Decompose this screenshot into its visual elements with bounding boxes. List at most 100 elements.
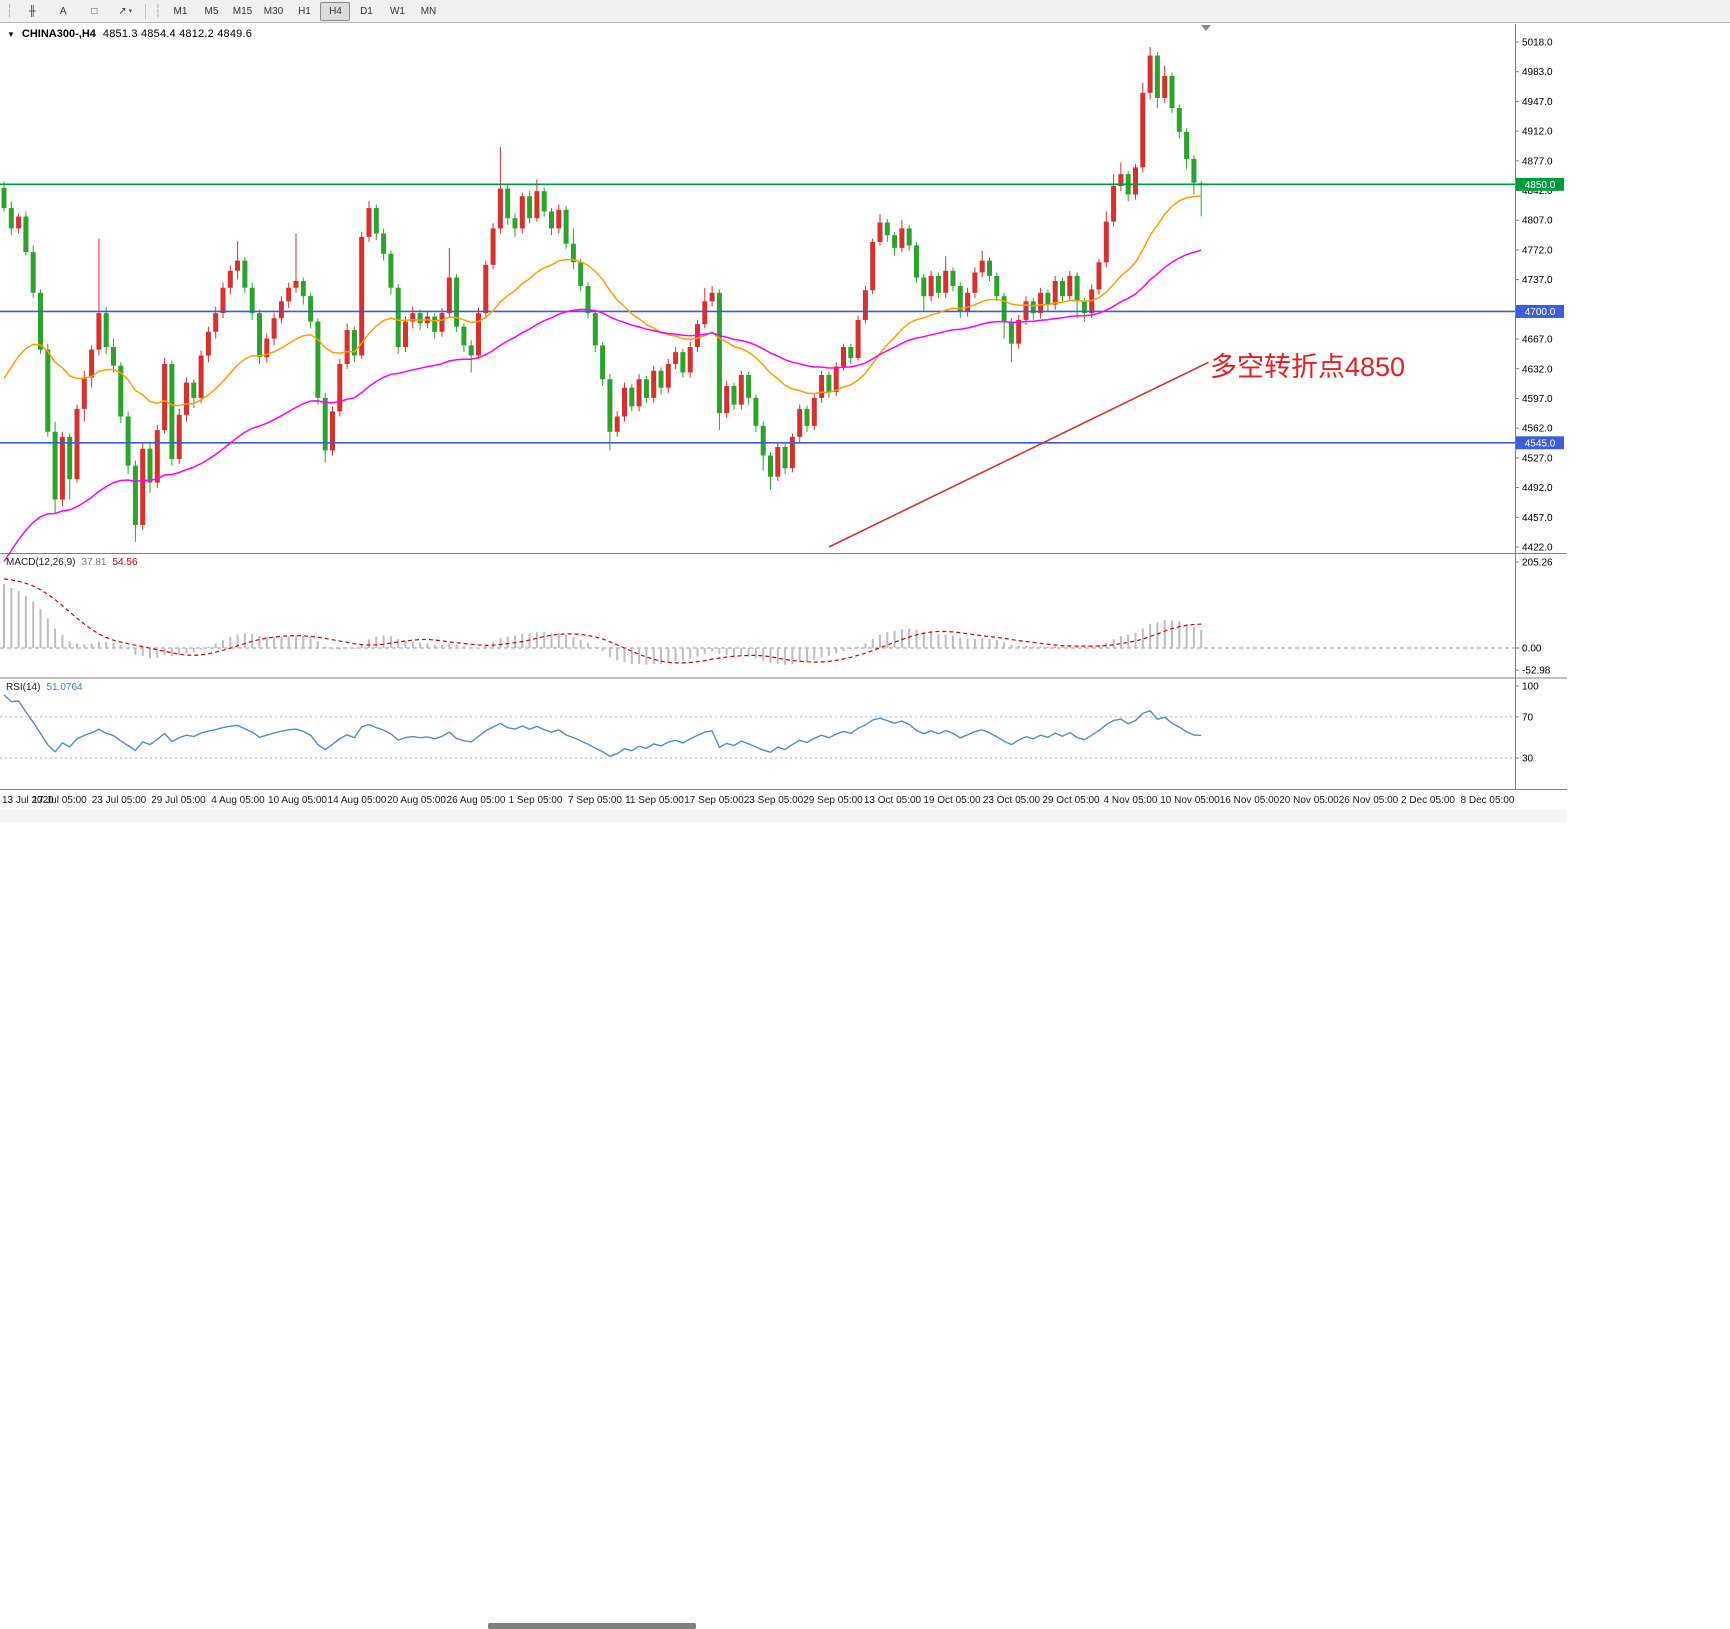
svg-text:4457.0: 4457.0 [1522,513,1553,524]
svg-text:16 Nov 05:00: 16 Nov 05:00 [1220,795,1280,806]
svg-text:26 Aug 05:00: 26 Aug 05:00 [447,795,506,806]
svg-text:29 Sep 05:00: 29 Sep 05:00 [803,795,863,806]
shape-tool-icon[interactable]: □ [91,5,98,17]
ma-fast-line [3,194,1202,407]
svg-text:100: 100 [1522,682,1539,693]
svg-text:17 Sep 05:00: 17 Sep 05:00 [684,795,744,806]
macd-main-value: 37.81 [81,557,107,568]
svg-text:4850.0: 4850.0 [1525,180,1556,191]
chart-annotation-text[interactable]: 多空转折点4850 [1210,352,1406,382]
chart-legend: ▼ CHINA300-,H4 4851.3 4854.4 4812.2 4849… [7,28,252,40]
timeframe-button-m1[interactable]: M1 [173,5,188,17]
price-badge-4850: 4850.0 [1516,177,1564,191]
toolbar-separator [145,3,147,19]
svg-text:205.26: 205.26 [1522,558,1553,569]
candles-layer [1,47,1204,542]
rsi-panel: 100 70 30 [0,682,1539,765]
ohlc-values-label: 4851.3 4854.4 4812.2 4849.6 [102,28,253,40]
timeframe-button-mn[interactable]: MN [420,5,437,17]
svg-text:2 Dec 05:00: 2 Dec 05:00 [1401,795,1455,806]
svg-text:4912.0: 4912.0 [1522,127,1553,138]
macd-indicator-label: MACD(12,26,9) 37.81 54.56 [6,557,138,568]
svg-text:14 Aug 05:00: 14 Aug 05:00 [328,795,387,806]
text-annotation-icon[interactable]: A [59,5,67,17]
symbol-dropdown-icon[interactable]: ▼ [7,29,15,39]
price-badge-4545: 4545.0 [1516,436,1564,450]
svg-text:-52.98: -52.98 [1522,666,1551,677]
macd-panel: 205.26 0.00 -52.98 [0,558,1553,677]
svg-text:4877.0: 4877.0 [1522,156,1553,167]
svg-text:4807.0: 4807.0 [1522,216,1553,227]
horizontal-scrollbar[interactable] [0,810,1567,1629]
svg-text:4700.0: 4700.0 [1525,307,1556,318]
svg-text:4667.0: 4667.0 [1522,335,1553,346]
macd-name: MACD(12,26,9) [6,557,76,568]
svg-text:4983.0: 4983.0 [1522,67,1553,78]
svg-text:20 Aug 05:00: 20 Aug 05:00 [387,795,446,806]
timeframe-button-m5[interactable]: M5 [204,5,219,17]
svg-text:4545.0: 4545.0 [1525,438,1556,449]
timeframe-button-h1[interactable]: H1 [298,5,311,17]
svg-text:10 Aug 05:00: 10 Aug 05:00 [268,795,327,806]
top-toolbar: ┆ ╫ A □ ↗ ▾ ┆ M1 M5 M15 M30 H1 H4 D1 W1 MN [0,0,1730,23]
svg-text:23 Oct 05:00: 23 Oct 05:00 [983,795,1041,806]
rsi-value: 51.0764 [46,682,83,693]
price-chart-canvas[interactable]: 5018.0 4983.0 4947.0 4912.0 4877.0 4842.0 4807… [0,0,1730,896]
svg-text:13 Jul 2020: 13 Jul 2020 [2,795,54,806]
svg-text:8 Dec 05:00: 8 Dec 05:00 [1461,795,1515,806]
timeframe-button-m15[interactable]: M15 [232,5,253,17]
chart-frame [0,24,1567,790]
trendline[interactable] [828,361,1209,548]
svg-text:13 Oct 05:00: 13 Oct 05:00 [864,795,922,806]
scrollbar-thumb[interactable] [488,1623,696,1629]
svg-text:5018.0: 5018.0 [1522,38,1553,49]
svg-text:4842.0: 4842.0 [1522,186,1553,197]
price-badge-4700: 4700.0 [1516,304,1564,318]
timeframe-button-m30[interactable]: M30 [263,5,284,17]
rsi-line [3,694,1202,758]
svg-text:23 Sep 05:00: 23 Sep 05:00 [744,795,804,806]
svg-text:17 Jul 05:00: 17 Jul 05:00 [32,795,87,806]
chart-shift-marker[interactable] [1201,25,1211,31]
symbol-timeframe-label: CHINA300-,H4 [21,28,96,40]
svg-text:29 Jul 05:00: 29 Jul 05:00 [151,795,206,806]
svg-text:23 Jul 05:00: 23 Jul 05:00 [92,795,147,806]
svg-text:4 Aug 05:00: 4 Aug 05:00 [211,795,265,806]
ma-slow-line [3,249,1202,562]
svg-text:4597.0: 4597.0 [1522,394,1553,405]
svg-text:1 Sep 05:00: 1 Sep 05:00 [509,795,563,806]
svg-text:70: 70 [1522,712,1534,723]
svg-text:4737.0: 4737.0 [1522,275,1553,286]
arrow-tool-icon[interactable]: ↗ ▾ [118,5,133,17]
macd-signal-value: 54.56 [112,557,138,568]
rsi-name: RSI(14) [6,682,41,693]
svg-text:4422.0: 4422.0 [1522,543,1553,554]
timeframe-button-h4[interactable]: H4 [320,1,351,21]
svg-text:20 Nov 05:00: 20 Nov 05:00 [1279,795,1339,806]
svg-text:4492.0: 4492.0 [1522,483,1553,494]
candlestick-tool-icon[interactable]: ╫ [28,5,36,17]
svg-text:10 Nov 05:00: 10 Nov 05:00 [1160,795,1220,806]
svg-text:19 Oct 05:00: 19 Oct 05:00 [923,795,981,806]
toolbar-drag-handle[interactable]: ┆ [154,4,162,18]
timeframe-button-d1[interactable]: D1 [360,5,373,17]
svg-text:4562.0: 4562.0 [1522,424,1553,435]
svg-text:26 Nov 05:00: 26 Nov 05:00 [1339,795,1399,806]
svg-text:4632.0: 4632.0 [1522,364,1553,375]
svg-text:4527.0: 4527.0 [1522,453,1553,464]
svg-text:4 Nov 05:00: 4 Nov 05:00 [1104,795,1158,806]
svg-text:11 Sep 05:00: 11 Sep 05:00 [625,795,684,806]
svg-text:29 Oct 05:00: 29 Oct 05:00 [1042,795,1100,806]
dropdown-arrow-icon[interactable]: ▾ [128,8,133,15]
price-axis[interactable]: 5018.0 4983.0 4947.0 4912.0 4877.0 4842.0 4807… [1515,38,1553,554]
svg-text:30: 30 [1522,754,1534,765]
svg-text:7 Sep 05:00: 7 Sep 05:00 [568,795,622,806]
toolbar-drag-handle[interactable]: ┆ [6,4,14,18]
macd-signal-line [3,578,1202,664]
timeframe-button-w1[interactable]: W1 [389,5,405,17]
svg-text:4772.0: 4772.0 [1522,245,1553,256]
svg-text:0.00: 0.00 [1522,644,1542,655]
rsi-indicator-label: RSI(14) 51.0764 [6,682,83,693]
svg-text:4947.0: 4947.0 [1522,97,1553,108]
